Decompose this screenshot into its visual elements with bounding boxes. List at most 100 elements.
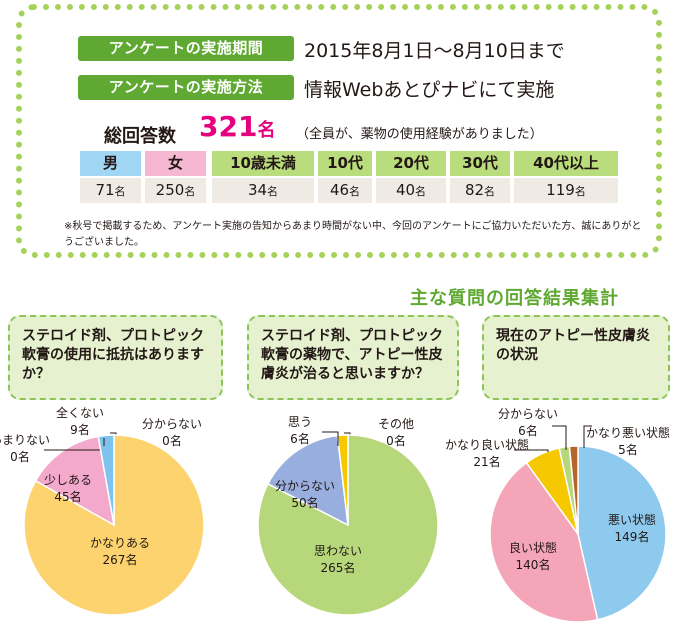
demo-value-unit: 名 — [267, 185, 279, 198]
pie-label-name: あまりない — [0, 433, 51, 447]
pie-label-value: 0名 — [386, 434, 406, 448]
demo-value-number: 82 — [464, 181, 485, 199]
total-note: （全員が、薬物の使用経験がありました） — [296, 127, 543, 142]
question-3-text: 現在のアトピー性皮膚炎の状況 — [496, 328, 650, 363]
pie-3-slice-2 — [489, 461, 599, 623]
pie-label-name: かなりある — [89, 536, 151, 550]
pie-3-label-5: かなり悪い状態 5名 — [586, 425, 670, 459]
pie-3-leader-line-5 — [583, 425, 592, 448]
pie-label-name: 分からない — [497, 407, 559, 421]
pie-3-leader-line-3 — [514, 449, 549, 452]
demo-header-label: 30代 — [462, 154, 498, 172]
pie-label-name: 分からない — [274, 479, 336, 493]
pie-label-value: 50名 — [291, 496, 319, 510]
pie-3-slice-5 — [568, 445, 579, 535]
pie-label-value: 5名 — [618, 443, 638, 457]
section-title: 主な質問の回答結果集計 — [410, 288, 619, 309]
question-2-text: ステロイド剤、プロトピック軟膏の薬物で、アトピー性皮膚炎が治ると思いますか？ — [261, 328, 443, 382]
pie-label-value: 267名 — [102, 553, 138, 567]
demo-header-label: 10歳未満 — [230, 154, 296, 172]
pie-label-name: 少しある — [43, 473, 93, 487]
pie-2-label-2: 思わない 265名 — [314, 543, 362, 577]
demo-value-unit: 名 — [114, 185, 126, 198]
method-value: 情報Webあとぴナビにて実施 — [304, 79, 555, 101]
demo-header-40s-plus: 40代以上 — [514, 151, 618, 176]
demo-value-number: 250 — [155, 181, 185, 199]
pie-2-leader-line-4 — [322, 431, 339, 446]
demo-value-under10: 34名 — [212, 178, 314, 203]
pie-label-name: 思う — [287, 415, 313, 429]
total-count-number: 321 — [199, 110, 258, 143]
pie-3-label-1: 悪い状態 149名 — [608, 512, 656, 546]
demo-value-male: 71名 — [80, 178, 141, 203]
pie-label-name: 全くない — [55, 406, 105, 420]
demo-value-number: 40 — [395, 181, 416, 199]
period-label-tag: アンケートの実施期間 — [78, 36, 294, 61]
period-value: 2015年8月1日～8月10日まで — [304, 40, 565, 62]
pie-label-name: 良い状態 — [508, 541, 558, 555]
method-label-tag: アンケートの実施方法 — [78, 75, 294, 100]
pie-label-value: 45名 — [54, 490, 82, 504]
pie-label-value: 6名 — [518, 424, 538, 438]
pie-1-slice-5 — [97, 434, 115, 526]
pie-label-value: 149名 — [614, 530, 650, 544]
pie-label-value: 21名 — [473, 455, 501, 469]
pie-3-label-2: 良い状態 140名 — [509, 540, 557, 574]
demo-header-label: 女 — [167, 154, 183, 172]
pie-1-label-3: 少しある 45名 — [44, 472, 92, 506]
demo-value-number: 46 — [329, 181, 350, 199]
pie-1-label-4: あまりない 0名 — [0, 432, 50, 466]
demo-value-20s: 40名 — [376, 178, 446, 203]
pie-2-slice-4 — [336, 434, 349, 526]
question-box-2: ステロイド剤、プロトピック軟膏の薬物で、アトピー性皮膚炎が治ると思いますか？ — [247, 315, 459, 400]
pie-label-name: その他 — [377, 417, 415, 431]
pie-label-value: 0名 — [162, 434, 182, 448]
pie-label-value: 265名 — [320, 561, 356, 575]
demo-value-unit: 名 — [484, 185, 496, 198]
pie-label-value: 0名 — [10, 450, 30, 464]
footnote: ※秋号で掲載するため、アンケート実施の告知からあまり時間がない中、今回のアンケー… — [64, 221, 642, 248]
total-label: 総回答数 — [104, 126, 176, 147]
demo-value-female: 250名 — [145, 178, 206, 203]
question-box-3: 現在のアトピー性皮膚炎の状況 — [482, 315, 670, 400]
pie-label-name: 分からない — [141, 417, 203, 431]
pie-2-slice-3 — [266, 434, 349, 527]
pie-3-leader-line-4 — [552, 425, 567, 450]
pie-1-slice-3 — [34, 435, 116, 527]
demo-header-female: 女 — [145, 151, 206, 176]
demo-value-number: 34 — [247, 181, 268, 199]
pie-label-name: 悪い状態 — [607, 513, 657, 527]
pie-3-label-3: かなり良い状態 21名 — [445, 437, 529, 471]
pie-label-name: かなり良い状態 — [444, 438, 530, 452]
demo-header-label: 40代以上 — [533, 154, 599, 172]
demo-value-unit: 名 — [184, 185, 196, 198]
total-count: 321名 — [199, 110, 275, 143]
demo-value-number: 119 — [546, 181, 575, 199]
demo-header-20s: 20代 — [376, 151, 446, 176]
question-box-1: ステロイド剤、プロトピック軟膏の使用に抵抗はありますか？ — [8, 315, 223, 400]
demo-value-unit: 名 — [349, 185, 361, 198]
demo-header-under10: 10歳未満 — [212, 151, 314, 176]
pie-2-label-4: 思う 6名 — [288, 414, 312, 448]
pie-3-label-4: 分からない 6名 — [498, 406, 558, 440]
pie-1-label-1: 分からない 0名 — [142, 416, 202, 450]
demo-header-label: 20代 — [393, 154, 429, 172]
pie-3-slice-1 — [577, 445, 667, 621]
demo-header-label: 男 — [102, 154, 118, 172]
demo-header-label: 10代 — [327, 154, 363, 172]
total-count-unit: 名 — [257, 120, 276, 141]
pie-label-value: 9名 — [70, 423, 90, 437]
demo-value-40s-plus: 119名 — [514, 178, 618, 203]
pie-label-value: 6名 — [290, 432, 310, 446]
question-1-text: ステロイド剤、プロトピック軟膏の使用に抵抗はありますか？ — [22, 328, 204, 382]
demo-header-10s: 10代 — [318, 151, 372, 176]
pie-label-name: かなり悪い状態 — [585, 426, 671, 440]
demo-header-male: 男 — [80, 151, 141, 176]
pie-label-value: 140名 — [515, 558, 551, 572]
pie-label-name: 思わない — [313, 544, 363, 558]
demo-value-unit: 名 — [415, 185, 427, 198]
pie-2-label-1: その他 0名 — [378, 416, 414, 450]
pie-2-label-3: 分からない 50名 — [275, 478, 335, 512]
demo-value-number: 71 — [95, 181, 115, 199]
